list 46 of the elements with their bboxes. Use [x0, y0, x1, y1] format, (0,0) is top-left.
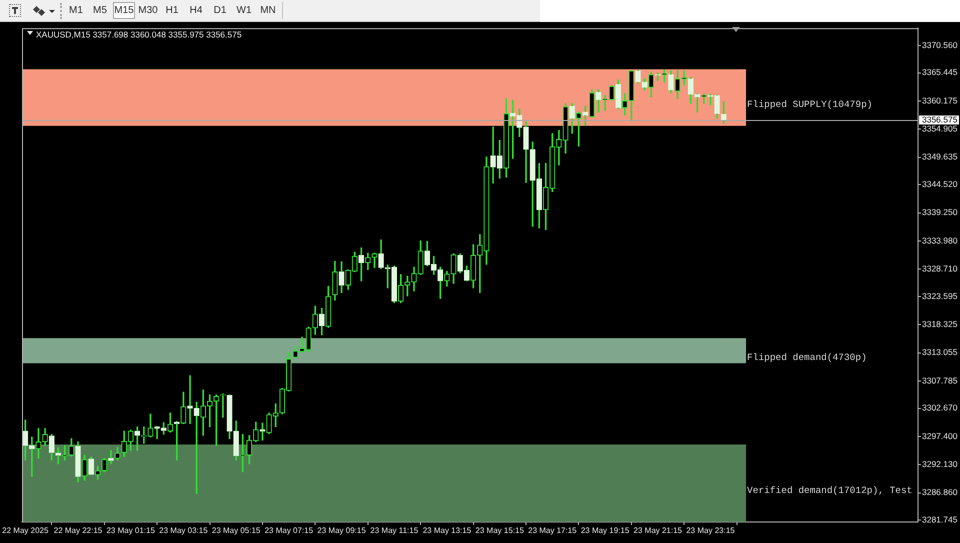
- y-tick-label: 3349.635: [922, 152, 958, 162]
- y-tick-label: 3307.785: [922, 375, 958, 386]
- x-tick-label: 23 May 01:15: [106, 526, 156, 536]
- y-tick-label: 3313.055: [922, 347, 958, 358]
- x-tick-label: 22 May 22:15: [54, 526, 103, 536]
- x-tick-label: 22 May 2025: [2, 526, 49, 536]
- timeframe-label: H4: [190, 4, 202, 16]
- y-tick-label: 3344.520: [922, 178, 958, 189]
- x-tick-label: 23 May 09:15: [317, 526, 366, 536]
- ref-line-label: 3356.575: [922, 114, 958, 124]
- y-tick-label: 3354.905: [922, 123, 958, 134]
- y-tick-label: 3302.670: [922, 402, 958, 413]
- x-tick-label: 23 May 17:15: [528, 526, 578, 536]
- timeframe-label: H1: [166, 4, 178, 16]
- timeframe-label: M15: [114, 4, 134, 16]
- y-tick-label: 3281.745: [922, 514, 958, 524]
- chart-title: XAUUSD,M15 3357.698 3360.048 3355.975 3356.575: [36, 29, 242, 40]
- x-tick-label: 23 May 21:15: [634, 526, 683, 536]
- y-tick-label: 3297.400: [922, 430, 958, 441]
- band-label: Flipped demand(4730p): [747, 352, 867, 364]
- timeframe-label: MN: [260, 4, 276, 16]
- timeframe-label: M30: [138, 4, 158, 16]
- y-tick-label: 3370.560: [922, 40, 958, 50]
- y-tick-label: 3339.250: [922, 207, 958, 218]
- x-tick-label: 23 May 23:15: [686, 526, 736, 536]
- y-tick-label: 3365.445: [922, 67, 958, 78]
- timeframe-label: M5: [93, 4, 107, 16]
- y-tick-label: 3323.595: [922, 290, 958, 301]
- timeframe-label: D1: [214, 4, 226, 16]
- band-label: Flipped SUPPLY(10479p): [747, 99, 872, 110]
- y-tick-label: 3286.860: [922, 487, 958, 498]
- timeframe-label: W1: [236, 4, 252, 16]
- x-tick-label: 23 May 19:15: [580, 526, 630, 536]
- y-tick-label: 3292.130: [922, 458, 958, 469]
- y-tick-label: 3318.325: [922, 318, 958, 329]
- timeframe-label: M1: [69, 4, 83, 16]
- x-tick-label: 23 May 03:15: [159, 526, 208, 536]
- y-tick-label: 3328.710: [922, 263, 958, 274]
- x-tick-label: 23 May 05:15: [212, 526, 261, 536]
- y-tick-label: 3360.175: [922, 95, 958, 106]
- x-tick-label: 23 May 11:15: [370, 526, 419, 536]
- band-label: Verified demand(17012p), Test: [747, 484, 912, 496]
- x-tick-label: 23 May 13:15: [422, 526, 472, 536]
- x-tick-label: 23 May 07:15: [264, 526, 314, 536]
- x-tick-label: 23 May 15:15: [475, 526, 524, 536]
- y-tick-label: 3333.980: [922, 235, 958, 246]
